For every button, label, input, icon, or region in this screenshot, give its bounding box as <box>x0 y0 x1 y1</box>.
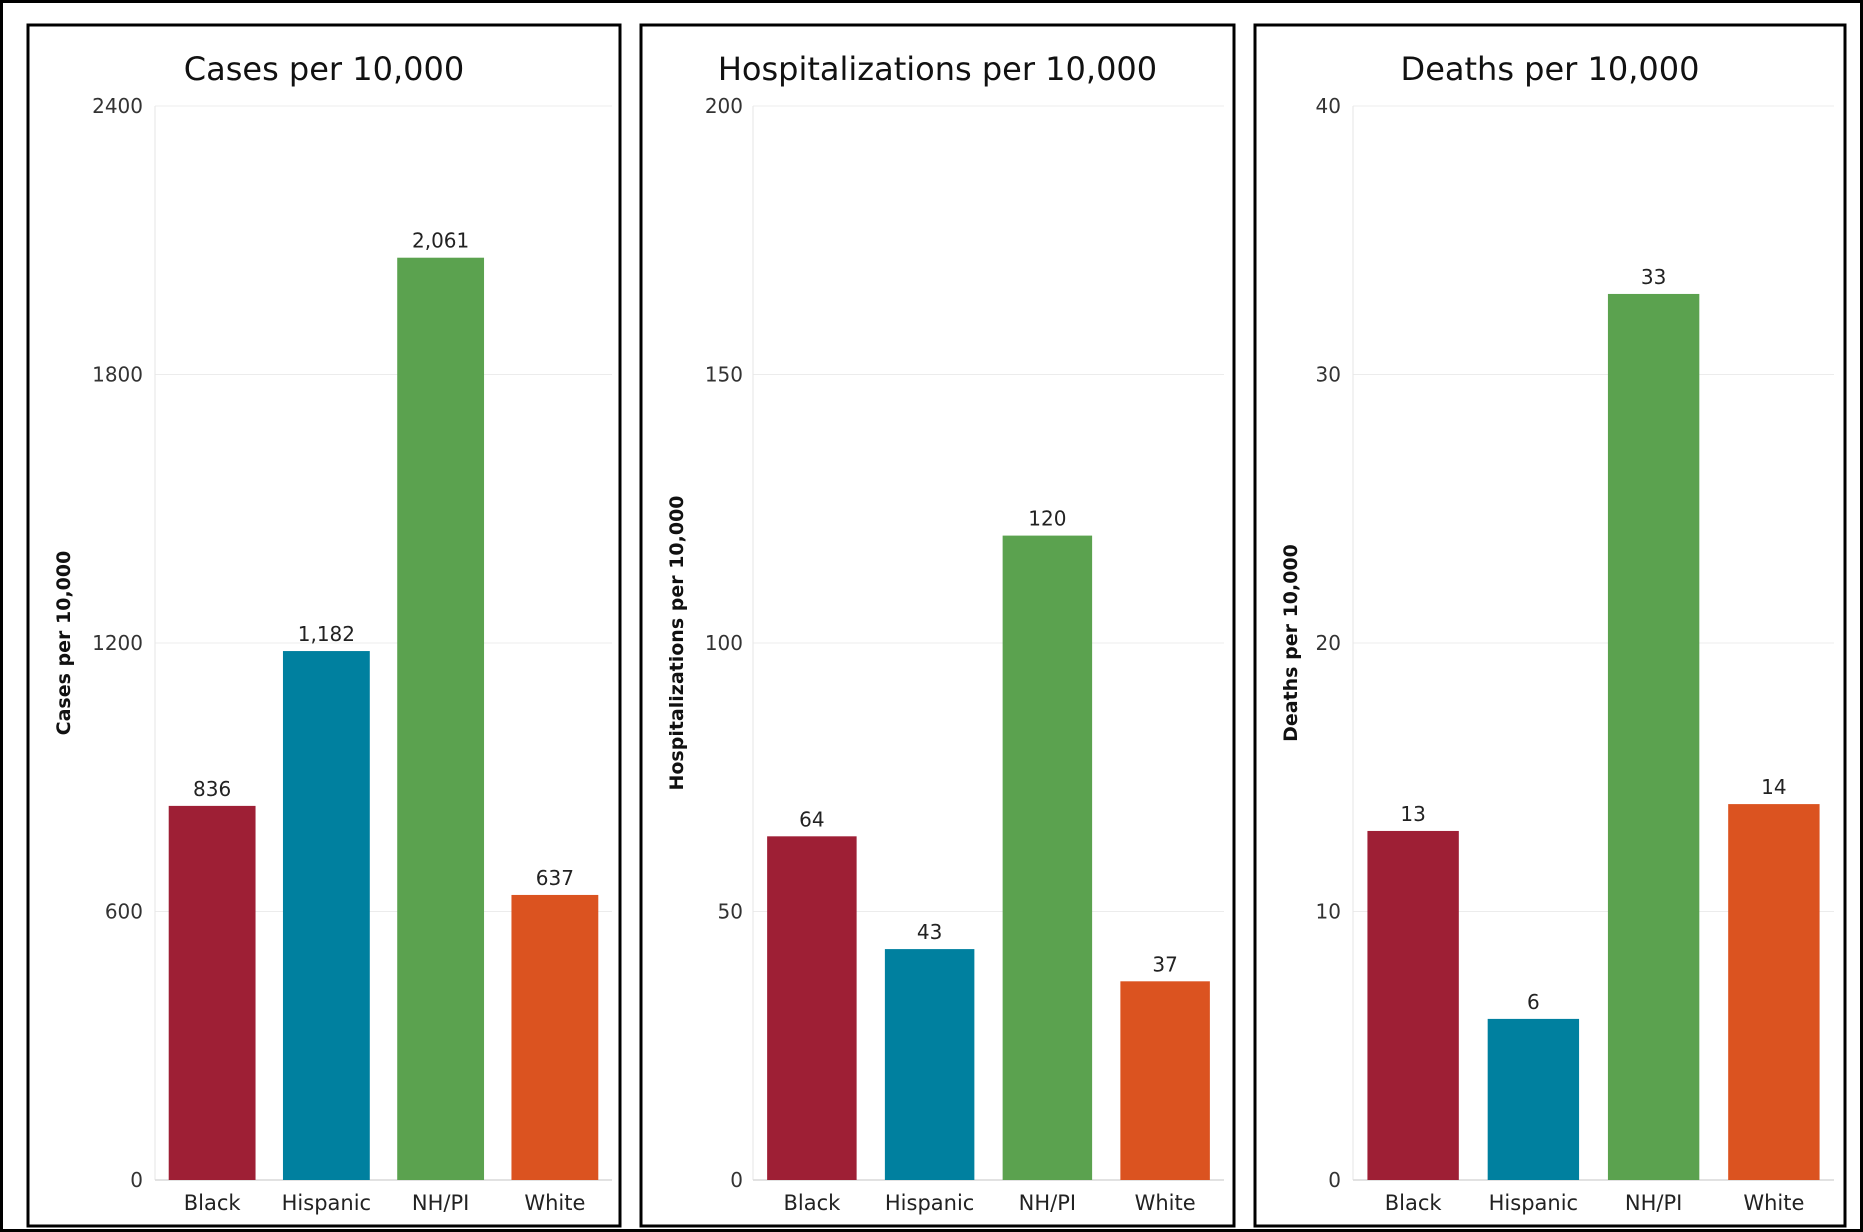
bar-white[interactable] <box>1728 804 1820 1180</box>
data-label-black: 13 <box>1400 802 1425 826</box>
y-tick-label: 0 <box>130 1168 143 1192</box>
x-tick-label-hispanic: Hispanic <box>1489 1191 1578 1215</box>
y-axis-label: Deaths per 10,000 <box>1280 544 1302 742</box>
chart-title: Deaths per 10,000 <box>1401 50 1700 88</box>
y-tick-label: 600 <box>105 900 143 924</box>
y-axis-label: Hospitalizations per 10,000 <box>666 495 688 790</box>
data-label-hispanic: 6 <box>1527 990 1540 1014</box>
x-tick-label-black: Black <box>1385 1191 1443 1215</box>
y-axis-label: Cases per 10,000 <box>53 551 75 736</box>
y-tick-label: 30 <box>1316 363 1341 387</box>
data-label-nh-pi: 120 <box>1028 507 1066 531</box>
y-tick-label: 40 <box>1316 94 1341 118</box>
x-tick-label-white: White <box>1135 1191 1196 1215</box>
bar-black[interactable] <box>767 836 857 1180</box>
chart-title: Hospitalizations per 10,000 <box>718 50 1157 88</box>
bar-hispanic[interactable] <box>282 651 370 1180</box>
y-tick-label: 200 <box>705 94 743 118</box>
y-tick-label: 100 <box>705 631 743 655</box>
chart-panel-3: Deaths per 10,000 0 10 20 30 40 Deaths per 10,… <box>1253 23 1847 1228</box>
y-tick-label: 20 <box>1316 631 1341 655</box>
y-tick-label: 50 <box>718 900 743 924</box>
data-label-white: 637 <box>536 866 574 890</box>
y-tick-label: 1200 <box>92 631 143 655</box>
data-label-white: 14 <box>1761 775 1786 799</box>
x-tick-label-nh-pi: NH/PI <box>412 1191 469 1215</box>
data-label-hispanic: 43 <box>917 920 942 944</box>
chart-title: Cases per 10,000 <box>184 50 464 88</box>
y-tick-label: 2400 <box>92 94 143 118</box>
x-tick-label-white: White <box>524 1191 585 1215</box>
data-label-hispanic: 1,182 <box>298 622 355 646</box>
x-tick-label-black: Black <box>783 1191 841 1215</box>
bar-hispanic[interactable] <box>884 949 975 1180</box>
bar-hispanic[interactable] <box>1487 1018 1580 1180</box>
y-tick-label: 1800 <box>92 363 143 387</box>
data-label-nh-pi: 33 <box>1641 265 1666 289</box>
data-label-nh-pi: 2,061 <box>412 229 469 253</box>
bar-nh-pi[interactable] <box>1607 293 1700 1180</box>
data-label-black: 836 <box>193 777 231 801</box>
y-tick-label: 0 <box>1328 1168 1341 1192</box>
x-tick-label-hispanic: Hispanic <box>282 1191 371 1215</box>
chart-panel-2: Hospitalizations per 10,000 0 50 100 150 200 H… <box>639 23 1236 1228</box>
bar-black[interactable] <box>168 805 256 1180</box>
bar-black[interactable] <box>1367 830 1459 1180</box>
x-tick-label-black: Black <box>184 1191 242 1215</box>
y-tick-label: 10 <box>1316 900 1341 924</box>
chart-panel-1: Cases per 10,000 0 600 1200 1800 2400 Cases pe… <box>26 23 622 1228</box>
y-tick-label: 0 <box>730 1168 743 1192</box>
y-tick-label: 150 <box>705 363 743 387</box>
x-tick-label-nh-pi: NH/PI <box>1625 1191 1682 1215</box>
bar-white[interactable] <box>1120 981 1210 1180</box>
data-label-black: 64 <box>799 807 824 831</box>
bar-nh-pi[interactable] <box>397 257 485 1180</box>
bar-nh-pi[interactable] <box>1002 535 1093 1180</box>
bar-white[interactable] <box>511 894 599 1180</box>
data-label-white: 37 <box>1152 952 1177 976</box>
x-tick-label-hispanic: Hispanic <box>885 1191 974 1215</box>
x-tick-label-white: White <box>1743 1191 1804 1215</box>
x-tick-label-nh-pi: NH/PI <box>1019 1191 1076 1215</box>
